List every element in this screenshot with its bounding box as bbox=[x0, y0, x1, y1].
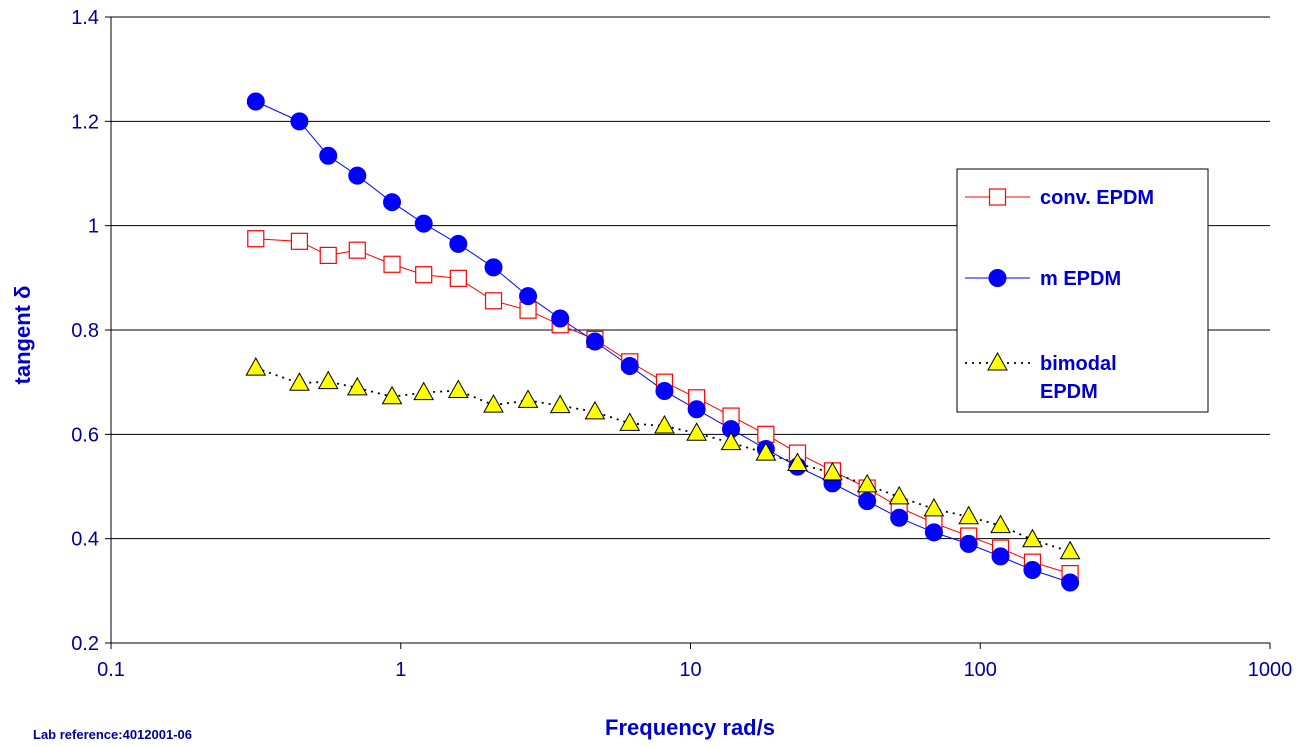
data-point bbox=[655, 382, 674, 401]
data-point bbox=[289, 372, 310, 391]
data-point bbox=[1023, 560, 1042, 579]
x-tick-label: 1000 bbox=[1248, 659, 1293, 681]
y-tick-label: 1 bbox=[88, 216, 99, 238]
series-markers-2 bbox=[245, 357, 1081, 560]
legend-box bbox=[956, 168, 1209, 413]
y-tick-label: 0.2 bbox=[71, 633, 99, 655]
data-point bbox=[1061, 573, 1080, 592]
data-point bbox=[290, 112, 309, 131]
data-point bbox=[720, 431, 742, 451]
legend-marker-0 bbox=[988, 188, 1007, 206]
legend-label-line: m EPDM bbox=[1040, 268, 1121, 290]
data-point bbox=[383, 255, 401, 273]
data-point bbox=[246, 92, 265, 111]
data-point bbox=[346, 376, 368, 396]
data-point bbox=[1059, 540, 1081, 560]
data-point bbox=[890, 508, 909, 527]
data-point bbox=[654, 414, 675, 434]
legend: conv. EPDM m EPDM bimodal EPDM bbox=[956, 168, 1209, 413]
data-point bbox=[449, 234, 468, 253]
data-point bbox=[319, 146, 338, 165]
data-point bbox=[619, 412, 641, 431]
data-point bbox=[959, 534, 978, 553]
data-point bbox=[484, 258, 503, 277]
data-point bbox=[1022, 528, 1043, 548]
data-point bbox=[483, 394, 504, 413]
data-point bbox=[687, 400, 706, 419]
data-point bbox=[991, 547, 1010, 566]
x-axis-title: Frequency rad/s bbox=[605, 715, 775, 740]
data-point bbox=[755, 442, 777, 461]
y-tick-label: 1.4 bbox=[71, 7, 99, 29]
y-tick-label: 0.4 bbox=[71, 529, 99, 551]
lab-reference-note: Lab reference:4012001-06 bbox=[33, 727, 192, 742]
data-point bbox=[856, 473, 878, 493]
legend-label-line: conv. EPDM bbox=[1040, 187, 1154, 209]
data-point bbox=[381, 385, 403, 405]
data-point bbox=[247, 230, 265, 248]
data-point bbox=[584, 400, 606, 420]
y-tick-label: 0.6 bbox=[71, 424, 99, 446]
data-point bbox=[686, 422, 707, 441]
y-tick-labels: 0.2 0.4 0.6 0.8 1 1.2 1.4 bbox=[71, 7, 99, 655]
data-point bbox=[585, 332, 604, 351]
series-line-0 bbox=[255, 238, 1071, 575]
data-point bbox=[519, 287, 538, 306]
y-tick-label: 1.2 bbox=[71, 111, 99, 133]
x-tick-label: 0.1 bbox=[97, 659, 125, 681]
data-point bbox=[822, 461, 843, 481]
data-point bbox=[923, 497, 945, 517]
x-tick-labels: 0.1 1 10 100 1000 bbox=[97, 659, 1292, 681]
plot-area bbox=[245, 92, 1081, 592]
y-tick-label: 0.8 bbox=[71, 320, 99, 342]
legend-marker-2 bbox=[987, 351, 1008, 371]
legend-label-line: EPDM bbox=[1040, 381, 1098, 403]
series-markers-0 bbox=[247, 230, 1079, 583]
data-point bbox=[290, 232, 309, 250]
series-line-1 bbox=[255, 101, 1071, 583]
legend-label-line: bimodal bbox=[1040, 353, 1117, 375]
data-point bbox=[449, 269, 467, 287]
legend-label-0: conv. EPDM bbox=[1040, 187, 1154, 209]
data-point bbox=[888, 485, 910, 505]
data-point bbox=[858, 492, 877, 511]
x-tick-label: 1 bbox=[395, 659, 406, 681]
data-point bbox=[620, 356, 639, 375]
x-tick-label: 100 bbox=[964, 659, 997, 681]
data-point bbox=[757, 425, 775, 443]
data-point bbox=[245, 357, 267, 376]
legend-label-2: bimodal EPDM bbox=[1040, 353, 1117, 403]
data-point bbox=[415, 266, 433, 284]
y-axis-title: tangent δ bbox=[10, 286, 35, 385]
data-point bbox=[414, 214, 433, 233]
data-point bbox=[549, 394, 571, 414]
data-point bbox=[787, 452, 808, 472]
data-point bbox=[484, 292, 503, 310]
data-point bbox=[990, 514, 1011, 534]
data-point bbox=[413, 381, 435, 401]
legend-label-1: m EPDM bbox=[1040, 268, 1121, 290]
data-point bbox=[924, 523, 943, 542]
data-point bbox=[348, 166, 367, 185]
data-point bbox=[958, 505, 980, 525]
data-point bbox=[447, 379, 469, 399]
series-markers-1 bbox=[246, 92, 1080, 592]
legend-marker-1 bbox=[988, 269, 1007, 287]
data-point bbox=[348, 241, 366, 259]
x-tick-label: 10 bbox=[679, 659, 701, 681]
data-point bbox=[319, 246, 337, 265]
data-point bbox=[551, 309, 570, 328]
data-point bbox=[317, 370, 339, 390]
axes bbox=[105, 16, 1271, 649]
data-point bbox=[383, 193, 402, 212]
data-point bbox=[517, 389, 539, 408]
